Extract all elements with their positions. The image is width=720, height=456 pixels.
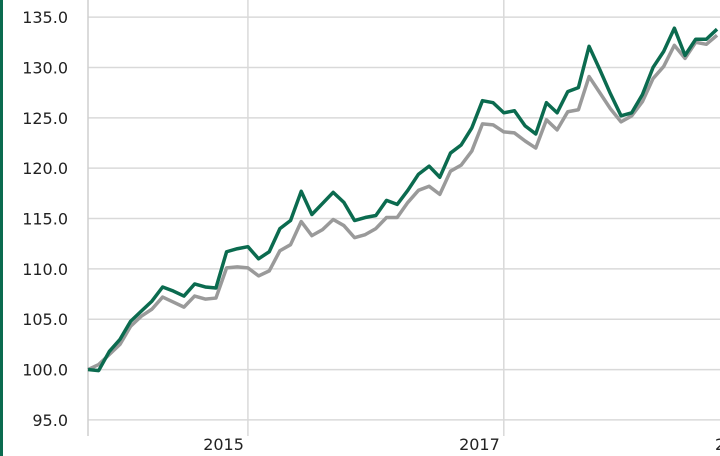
x-tick-label: 2019 bbox=[715, 435, 720, 454]
y-tick-label: 110.0 bbox=[22, 260, 68, 279]
x-tick-label: 2015 bbox=[203, 435, 244, 454]
left-border bbox=[0, 0, 3, 456]
y-tick-label: 105.0 bbox=[22, 310, 68, 329]
y-tick-label: 130.0 bbox=[22, 58, 68, 77]
line-series bbox=[87, 33, 719, 372]
y-tick-label: 115.0 bbox=[22, 210, 68, 229]
line-series bbox=[87, 26, 719, 373]
y-tick-label: 120.0 bbox=[22, 159, 68, 178]
y-tick-label: 95.0 bbox=[32, 411, 68, 430]
y-tick-label: 100.0 bbox=[22, 361, 68, 380]
y-tick-label: 135.0 bbox=[22, 8, 68, 27]
y-tick-label: 125.0 bbox=[22, 109, 68, 128]
x-tick-label: 2017 bbox=[459, 435, 500, 454]
